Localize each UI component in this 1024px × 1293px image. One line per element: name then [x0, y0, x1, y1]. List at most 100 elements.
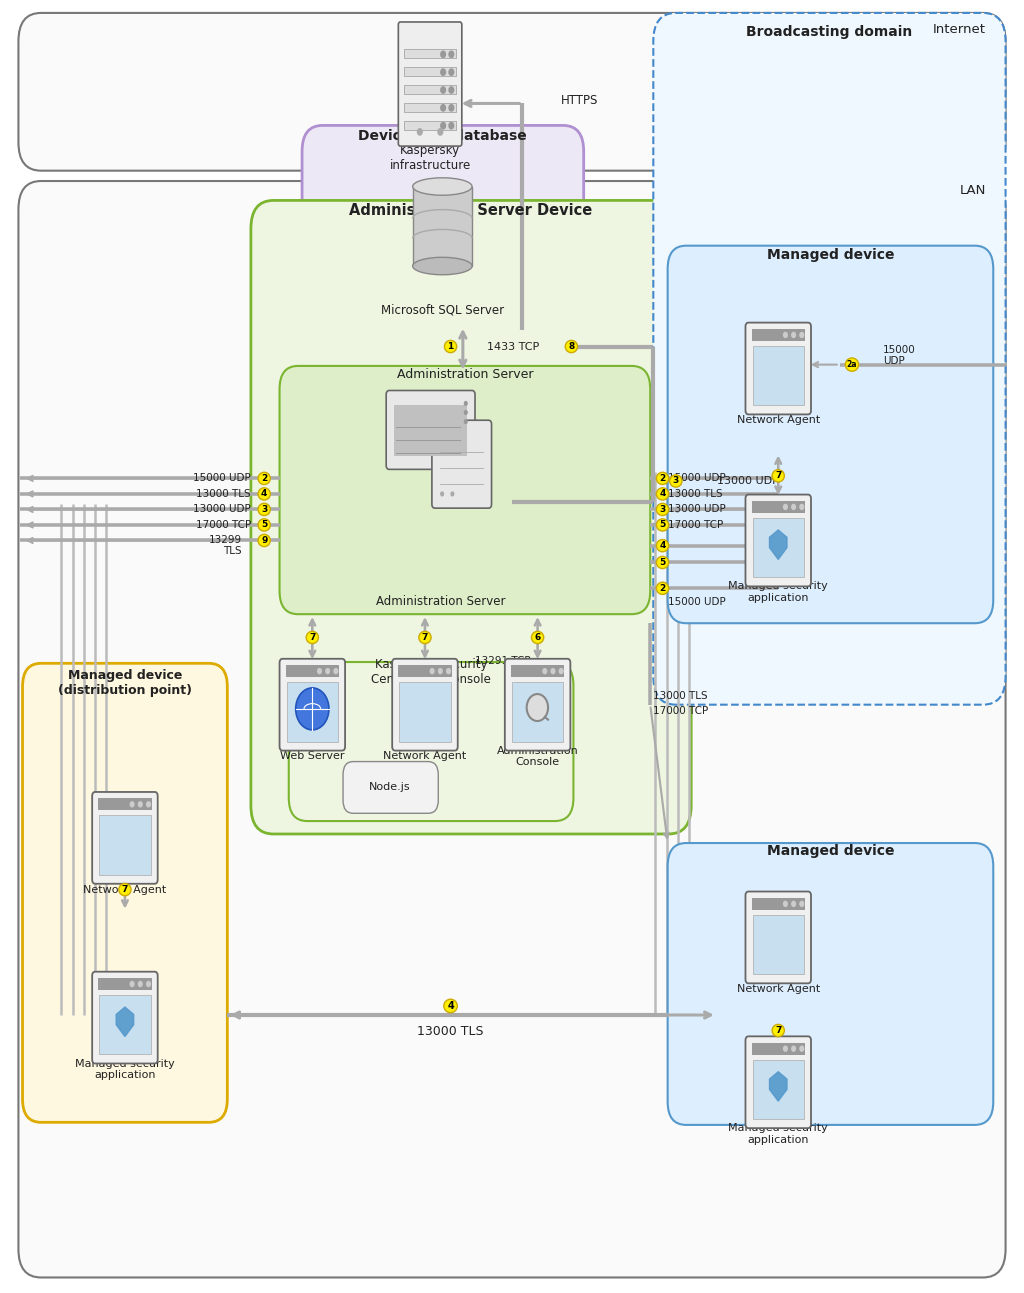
- FancyBboxPatch shape: [668, 843, 993, 1125]
- Text: 13000 TLS: 13000 TLS: [653, 690, 708, 701]
- Text: 17000 TCP: 17000 TCP: [196, 520, 251, 530]
- Text: Network Agent: Network Agent: [383, 751, 467, 762]
- Circle shape: [129, 981, 135, 988]
- FancyBboxPatch shape: [404, 49, 456, 58]
- FancyBboxPatch shape: [398, 665, 452, 678]
- FancyBboxPatch shape: [98, 978, 152, 990]
- Circle shape: [464, 410, 468, 415]
- Text: 13000 UDP: 13000 UDP: [194, 504, 251, 515]
- FancyBboxPatch shape: [753, 518, 804, 577]
- FancyBboxPatch shape: [413, 186, 472, 266]
- Circle shape: [799, 1046, 805, 1053]
- Circle shape: [782, 901, 788, 908]
- FancyBboxPatch shape: [653, 13, 1006, 705]
- Text: 4: 4: [659, 542, 666, 550]
- FancyBboxPatch shape: [752, 500, 805, 513]
- Polygon shape: [769, 1072, 787, 1102]
- Ellipse shape: [413, 257, 472, 275]
- FancyBboxPatch shape: [404, 85, 456, 94]
- Text: 1: 1: [447, 343, 454, 350]
- Ellipse shape: [413, 177, 472, 195]
- Text: 5: 5: [659, 521, 666, 529]
- FancyBboxPatch shape: [753, 1060, 804, 1118]
- FancyBboxPatch shape: [92, 972, 158, 1063]
- Text: 2a: 2a: [847, 361, 857, 369]
- Text: 13291 TCP: 13291 TCP: [475, 656, 530, 666]
- Text: Managed security
application: Managed security application: [728, 1124, 828, 1144]
- Circle shape: [440, 491, 444, 497]
- Text: 15000 UDP: 15000 UDP: [668, 473, 725, 484]
- Text: 3: 3: [261, 506, 267, 513]
- Text: Managed security
application: Managed security application: [728, 582, 828, 603]
- FancyBboxPatch shape: [404, 120, 456, 129]
- Circle shape: [449, 103, 455, 111]
- FancyBboxPatch shape: [668, 246, 993, 623]
- Circle shape: [145, 981, 152, 988]
- FancyBboxPatch shape: [280, 366, 650, 614]
- Text: HTTPS: HTTPS: [561, 94, 598, 107]
- FancyBboxPatch shape: [752, 328, 805, 341]
- Circle shape: [445, 668, 451, 675]
- Circle shape: [325, 668, 330, 675]
- Text: 2: 2: [261, 475, 267, 482]
- Circle shape: [799, 901, 805, 908]
- Text: 17000 TCP: 17000 TCP: [668, 520, 723, 530]
- FancyBboxPatch shape: [18, 13, 1006, 171]
- Polygon shape: [116, 1007, 134, 1037]
- Circle shape: [449, 122, 455, 129]
- Text: Node.js: Node.js: [370, 782, 411, 793]
- Circle shape: [316, 668, 322, 675]
- FancyBboxPatch shape: [287, 683, 338, 741]
- FancyBboxPatch shape: [404, 67, 456, 76]
- Circle shape: [451, 491, 455, 497]
- FancyBboxPatch shape: [752, 897, 805, 910]
- Text: 13000 TLS: 13000 TLS: [197, 489, 251, 499]
- FancyBboxPatch shape: [745, 495, 811, 587]
- FancyBboxPatch shape: [745, 1037, 811, 1127]
- Circle shape: [440, 50, 446, 58]
- Text: 13000 TLS: 13000 TLS: [668, 489, 722, 499]
- Text: Device with database: Device with database: [358, 129, 526, 142]
- FancyBboxPatch shape: [753, 915, 804, 975]
- Circle shape: [137, 802, 142, 808]
- Circle shape: [791, 1046, 797, 1053]
- FancyBboxPatch shape: [302, 125, 584, 326]
- Text: Managed device: Managed device: [767, 248, 894, 261]
- FancyBboxPatch shape: [280, 658, 345, 750]
- Text: 5: 5: [261, 521, 267, 529]
- Circle shape: [543, 668, 547, 675]
- FancyBboxPatch shape: [745, 323, 811, 414]
- Text: Managed device
(distribution point): Managed device (distribution point): [58, 668, 191, 697]
- FancyBboxPatch shape: [432, 420, 492, 508]
- Polygon shape: [769, 530, 787, 560]
- Circle shape: [440, 87, 446, 94]
- Text: 7: 7: [422, 634, 428, 641]
- Circle shape: [464, 419, 468, 424]
- Circle shape: [437, 128, 443, 136]
- FancyBboxPatch shape: [398, 22, 462, 146]
- FancyBboxPatch shape: [289, 662, 573, 821]
- Circle shape: [464, 401, 468, 406]
- FancyBboxPatch shape: [386, 390, 475, 469]
- FancyBboxPatch shape: [394, 405, 467, 456]
- FancyBboxPatch shape: [745, 892, 811, 983]
- FancyBboxPatch shape: [512, 683, 563, 741]
- FancyBboxPatch shape: [404, 102, 456, 111]
- Circle shape: [437, 668, 442, 675]
- Text: Administration
Console: Administration Console: [497, 746, 579, 767]
- FancyBboxPatch shape: [399, 683, 451, 741]
- Circle shape: [449, 87, 455, 94]
- Circle shape: [526, 694, 548, 721]
- Circle shape: [440, 103, 446, 111]
- Circle shape: [559, 668, 563, 675]
- Circle shape: [449, 69, 455, 76]
- FancyBboxPatch shape: [286, 665, 339, 678]
- Circle shape: [333, 668, 338, 675]
- FancyBboxPatch shape: [343, 762, 438, 813]
- Text: 3: 3: [659, 506, 666, 513]
- Text: Kaspersky Security
Center Web Console: Kaspersky Security Center Web Console: [371, 658, 492, 687]
- Text: Kaspersky
infrastructure: Kaspersky infrastructure: [389, 144, 471, 172]
- Text: 6: 6: [535, 634, 541, 641]
- Text: 4: 4: [659, 490, 666, 498]
- Circle shape: [791, 901, 797, 908]
